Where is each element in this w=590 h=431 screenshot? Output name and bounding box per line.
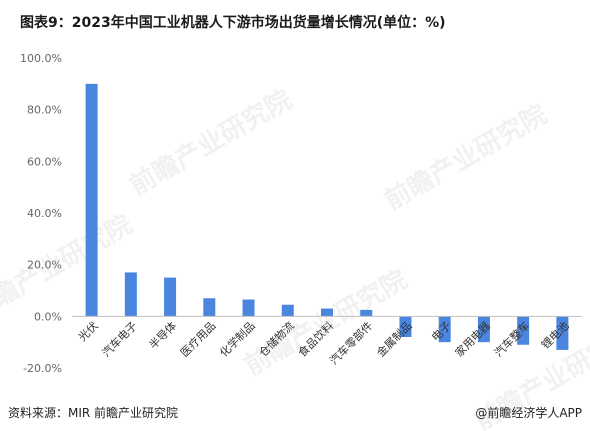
bar <box>85 83 98 317</box>
x-tick-label: 医疗用品 <box>177 319 218 360</box>
x-tick-label: 半导体 <box>146 319 179 352</box>
bar <box>399 316 412 337</box>
watermark-text: 前瞻产业研究院 <box>124 84 297 202</box>
bar <box>517 316 530 345</box>
bar <box>556 316 569 350</box>
bar <box>438 316 451 343</box>
y-tick-label: 100.0% <box>20 52 62 65</box>
y-tick-label: 40.0% <box>27 207 62 220</box>
chart-title: 图表9：2023年中国工业机器人下游市场出货量增长情况(单位：%) <box>20 15 446 31</box>
y-axis: 100.0% 80.0% 60.0% 40.0% 20.0% 0.0% -20.0% <box>20 52 62 375</box>
x-tick-label: 光伏 <box>75 319 100 344</box>
bar <box>321 308 333 317</box>
y-tick-label: 0.0% <box>34 310 62 323</box>
bar <box>242 299 255 317</box>
source-note: 资料来源：MIR 前瞻产业研究院 <box>8 406 179 420</box>
credit-note: @前瞻经济学人APP <box>475 406 582 420</box>
bar <box>360 309 373 317</box>
bars <box>85 83 569 350</box>
bar <box>477 316 490 343</box>
watermark-text: 前瞻产业研究院 <box>379 99 552 217</box>
y-tick-label: 80.0% <box>27 104 62 117</box>
x-tick-label: 金属制品 <box>374 319 415 360</box>
bar <box>124 272 137 317</box>
x-tick-label: 汽车电子 <box>99 319 140 360</box>
bar <box>281 304 294 317</box>
y-tick-label: -20.0% <box>23 362 62 375</box>
bar <box>164 277 177 317</box>
y-tick-label: 20.0% <box>27 259 62 272</box>
bar <box>203 298 216 317</box>
watermark-text: 前瞻产业研究院 <box>0 209 137 327</box>
y-tick-label: 60.0% <box>27 155 62 168</box>
